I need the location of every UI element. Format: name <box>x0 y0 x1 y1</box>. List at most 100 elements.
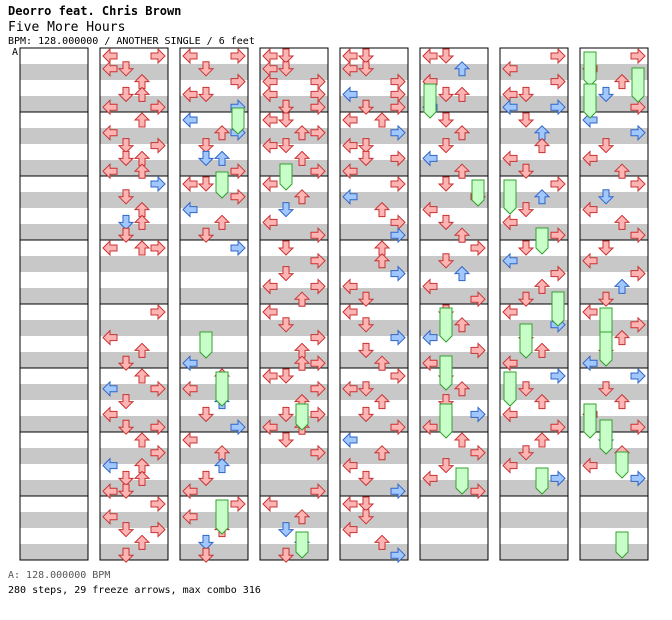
freeze-arrow <box>279 163 293 191</box>
step-arrow <box>310 252 326 270</box>
step-arrow <box>422 470 438 487</box>
beat-stripe <box>580 192 648 208</box>
step-arrow <box>277 406 295 423</box>
step-arrow <box>357 381 375 397</box>
step-arrow <box>133 470 151 486</box>
step-arrow <box>437 253 455 269</box>
freeze-arrow <box>615 531 629 559</box>
beat-stripe <box>20 256 88 272</box>
step-arrow <box>277 432 295 448</box>
freeze-arrow <box>215 171 229 199</box>
beat-stripe <box>420 224 488 240</box>
step-arrow <box>102 239 118 257</box>
beat-stripe <box>580 160 648 176</box>
step-arrow <box>182 111 198 129</box>
beat-stripe <box>20 416 88 432</box>
chart-column <box>579 47 649 561</box>
step-arrow <box>533 432 551 448</box>
step-arrow <box>342 380 358 398</box>
step-arrow <box>342 60 358 78</box>
step-arrow <box>102 60 118 78</box>
step-arrow <box>277 368 295 384</box>
step-arrow <box>150 521 166 538</box>
step-arrow <box>150 418 166 436</box>
beat-stripe <box>420 256 488 272</box>
step-arrow <box>373 201 391 218</box>
step-arrow <box>262 495 278 513</box>
step-arrow <box>373 253 391 269</box>
beat-stripe <box>20 96 88 112</box>
step-arrow <box>117 547 135 563</box>
beat-stripe <box>100 224 168 240</box>
step-arrow <box>150 495 166 513</box>
freeze-arrow <box>215 499 229 535</box>
step-arrow <box>630 47 646 65</box>
step-arrow <box>437 112 455 128</box>
step-stats: 280 steps, 29 freeze arrows, max combo 3… <box>8 585 261 596</box>
step-arrow <box>277 317 295 333</box>
step-arrow <box>422 329 438 346</box>
beat-stripe <box>100 288 168 304</box>
step-arrow <box>342 278 358 295</box>
song-title: Five More Hours <box>8 20 126 35</box>
step-arrow <box>197 227 215 243</box>
step-arrow <box>102 508 118 526</box>
step-arrow <box>197 406 215 423</box>
step-arrow <box>453 61 471 77</box>
step-arrow <box>502 406 518 423</box>
step-arrow <box>470 444 486 462</box>
step-arrow <box>357 342 375 359</box>
step-arrow <box>582 457 598 474</box>
step-arrow <box>213 150 231 166</box>
step-arrow <box>197 61 215 77</box>
beat-stripe <box>20 448 88 464</box>
step-arrow <box>550 265 566 282</box>
step-arrow <box>150 444 166 462</box>
step-arrow <box>133 432 151 448</box>
step-arrow <box>517 112 535 128</box>
step-arrow <box>117 86 135 103</box>
step-arrow <box>277 240 295 256</box>
step-arrow <box>597 138 615 154</box>
freeze-arrow <box>215 371 229 407</box>
step-arrow <box>262 175 278 193</box>
step-arrow <box>357 509 375 525</box>
step-arrow <box>630 316 646 334</box>
step-arrow <box>550 175 566 193</box>
step-arrow <box>550 367 566 385</box>
chart-column <box>99 47 169 561</box>
step-arrow <box>533 189 551 205</box>
step-arrow <box>133 342 151 358</box>
step-arrow <box>502 60 518 78</box>
step-arrow <box>373 112 391 128</box>
freeze-arrow <box>455 467 469 495</box>
beat-stripe <box>340 288 408 304</box>
step-arrow <box>342 86 358 103</box>
step-arrow <box>550 47 566 65</box>
step-arrow <box>133 534 151 550</box>
step-arrow <box>262 367 278 385</box>
beat-stripe <box>180 544 248 560</box>
measure-box <box>339 495 409 561</box>
beat-stripe <box>420 544 488 560</box>
step-arrow <box>502 214 518 231</box>
step-arrow <box>517 381 535 397</box>
beat-stripe <box>500 128 568 144</box>
step-arrow <box>357 150 375 167</box>
step-arrow <box>453 381 471 397</box>
step-arrow <box>342 457 358 474</box>
step-arrow <box>517 291 535 307</box>
step-arrow <box>357 291 375 307</box>
step-arrow <box>102 162 118 180</box>
beat-stripe <box>500 160 568 176</box>
step-arrow <box>310 226 326 244</box>
beat-stripe <box>20 192 88 208</box>
measure-box <box>259 495 329 561</box>
step-arrow <box>133 368 151 384</box>
step-arrow <box>390 226 406 244</box>
measure-box <box>419 495 489 561</box>
measure-box <box>99 495 169 561</box>
beat-stripe <box>420 128 488 144</box>
beat-stripe <box>500 448 568 464</box>
step-arrow <box>422 354 438 372</box>
